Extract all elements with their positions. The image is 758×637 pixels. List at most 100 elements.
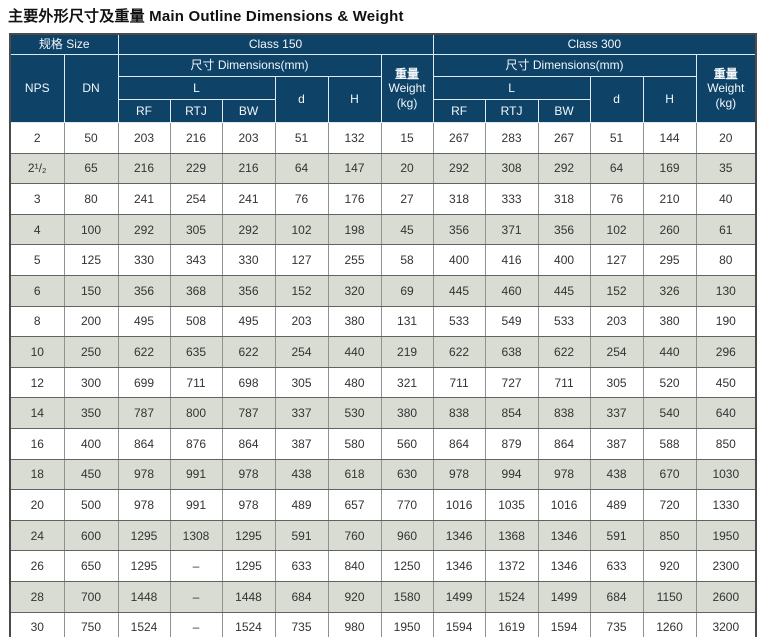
table-cell: 700 — [63, 580, 119, 613]
table-cell: 991 — [169, 489, 223, 521]
header-d-150: d — [274, 76, 329, 123]
table-cell: 2¹/₂ — [9, 152, 65, 185]
table-cell: 633 — [589, 550, 644, 582]
table-cell: 3200 — [695, 611, 757, 637]
table-cell: 864 — [537, 427, 591, 460]
table-cell: 300 — [63, 366, 119, 399]
table-cell: 416 — [484, 244, 539, 276]
table-cell: 267 — [432, 122, 486, 154]
table-row: 14 350 787 800 787 337 530 380 838 854 838 337 540 64… — [9, 397, 757, 429]
table-cell: 445 — [537, 274, 591, 307]
table-cell: 203 — [221, 122, 276, 154]
table-cell: – — [169, 580, 223, 613]
table-cell: 6 — [9, 274, 65, 307]
header-h-300: H — [642, 76, 697, 123]
table-cell: 460 — [484, 274, 539, 307]
table-cell: 292 — [117, 213, 171, 246]
table-cell: 440 — [327, 336, 382, 368]
table-cell: 58 — [380, 244, 434, 276]
table-cell: 635 — [169, 336, 223, 368]
table-cell: 380 — [380, 397, 434, 429]
table-cell: 560 — [380, 427, 434, 460]
table-cell: 438 — [589, 458, 644, 491]
header-bw-300: BW — [537, 99, 591, 123]
table-cell: 1950 — [695, 519, 757, 552]
table-cell: 400 — [432, 244, 486, 276]
table-row: 3 80 241 254 241 76 176 27 318 333 318 76 210 40 — [9, 183, 757, 215]
table-cell: 1524 — [117, 611, 171, 637]
header-rf-300: RF — [432, 99, 486, 123]
header-l-150: L — [117, 76, 276, 100]
table-cell: 854 — [484, 397, 539, 429]
table-cell: 216 — [117, 152, 171, 185]
table-cell: 368 — [169, 274, 223, 307]
table-cell: 720 — [642, 489, 697, 521]
table-cell: 356 — [117, 274, 171, 307]
table-cell: 838 — [537, 397, 591, 429]
table-cell: 64 — [589, 152, 644, 185]
table-cell: 16 — [9, 427, 65, 460]
table-cell: 530 — [327, 397, 382, 429]
table-cell: 1346 — [537, 550, 591, 582]
table-cell: 51 — [274, 122, 329, 154]
table-cell: 308 — [484, 152, 539, 185]
table-cell: 450 — [695, 366, 757, 399]
table-cell: 1448 — [221, 580, 276, 613]
table-cell: 2600 — [695, 580, 757, 613]
table-cell: 14 — [9, 397, 65, 429]
table-cell: 35 — [695, 152, 757, 185]
table-cell: 20 — [695, 122, 757, 154]
table-cell: 1619 — [484, 611, 539, 637]
table-cell: 320 — [327, 274, 382, 307]
table-cell: 622 — [537, 336, 591, 368]
table-cell: 978 — [117, 489, 171, 521]
table-row: 16 400 864 876 864 387 580 560 864 879 864 387 588 85… — [9, 427, 757, 460]
table-cell: 131 — [380, 305, 434, 338]
table-row: 24 600 1295 1308 1295 591 760 960 1346 1368 1346 59… — [9, 519, 757, 552]
table-cell: 203 — [589, 305, 644, 338]
header-weight-150: 重量 Weight (kg) — [380, 54, 434, 123]
table-cell: 580 — [327, 427, 382, 460]
header-bw-150: BW — [221, 99, 276, 123]
table-row: 20 500 978 991 978 489 657 770 1016 1035 1016 489 72… — [9, 489, 757, 521]
table-cell: 508 — [169, 305, 223, 338]
table-cell: 18 — [9, 458, 65, 491]
table-cell: 333 — [484, 183, 539, 215]
table-cell: 12 — [9, 366, 65, 399]
table-cell: 991 — [169, 458, 223, 491]
table-cell: 318 — [432, 183, 486, 215]
table-cell: 250 — [63, 336, 119, 368]
table-cell: 292 — [537, 152, 591, 185]
table-cell: 4 — [9, 213, 65, 246]
table-cell: 711 — [432, 366, 486, 399]
table-row: 2¹/₂ 65 216 229 216 64 147 20 292 308 292 64 169 35 — [9, 152, 757, 185]
table-cell: 1260 — [642, 611, 697, 637]
table-cell: 283 — [484, 122, 539, 154]
table-cell: 980 — [327, 611, 382, 637]
table-cell: 255 — [327, 244, 382, 276]
table-cell: 1330 — [695, 489, 757, 521]
table-cell: 292 — [432, 152, 486, 185]
table-cell: 622 — [432, 336, 486, 368]
table-cell: 267 — [537, 122, 591, 154]
table-cell: 76 — [274, 183, 329, 215]
table-cell: 960 — [380, 519, 434, 552]
table-body: 2 50 203 216 203 51 132 15 267 283 267 51 144 20 2¹/₂ 6… — [9, 122, 757, 637]
table-cell: 1030 — [695, 458, 757, 491]
weight-label-cn: 重量 — [713, 66, 738, 81]
table-cell: 8 — [9, 305, 65, 338]
table-cell: 40 — [695, 183, 757, 215]
table-cell: 144 — [642, 122, 697, 154]
table-cell: 20 — [9, 489, 65, 521]
table-cell: 638 — [484, 336, 539, 368]
table-cell: 600 — [63, 519, 119, 552]
table-cell: 1250 — [380, 550, 434, 582]
table-cell: 760 — [327, 519, 382, 552]
table-cell: 2300 — [695, 550, 757, 582]
table-cell: 24 — [9, 519, 65, 552]
table-cell: 850 — [695, 427, 757, 460]
table-cell: 61 — [695, 213, 757, 246]
table-row: 28 700 1448–1448 684 920 1580 1499 1524 1499 684 1… — [9, 580, 757, 613]
table-cell: 879 — [484, 427, 539, 460]
